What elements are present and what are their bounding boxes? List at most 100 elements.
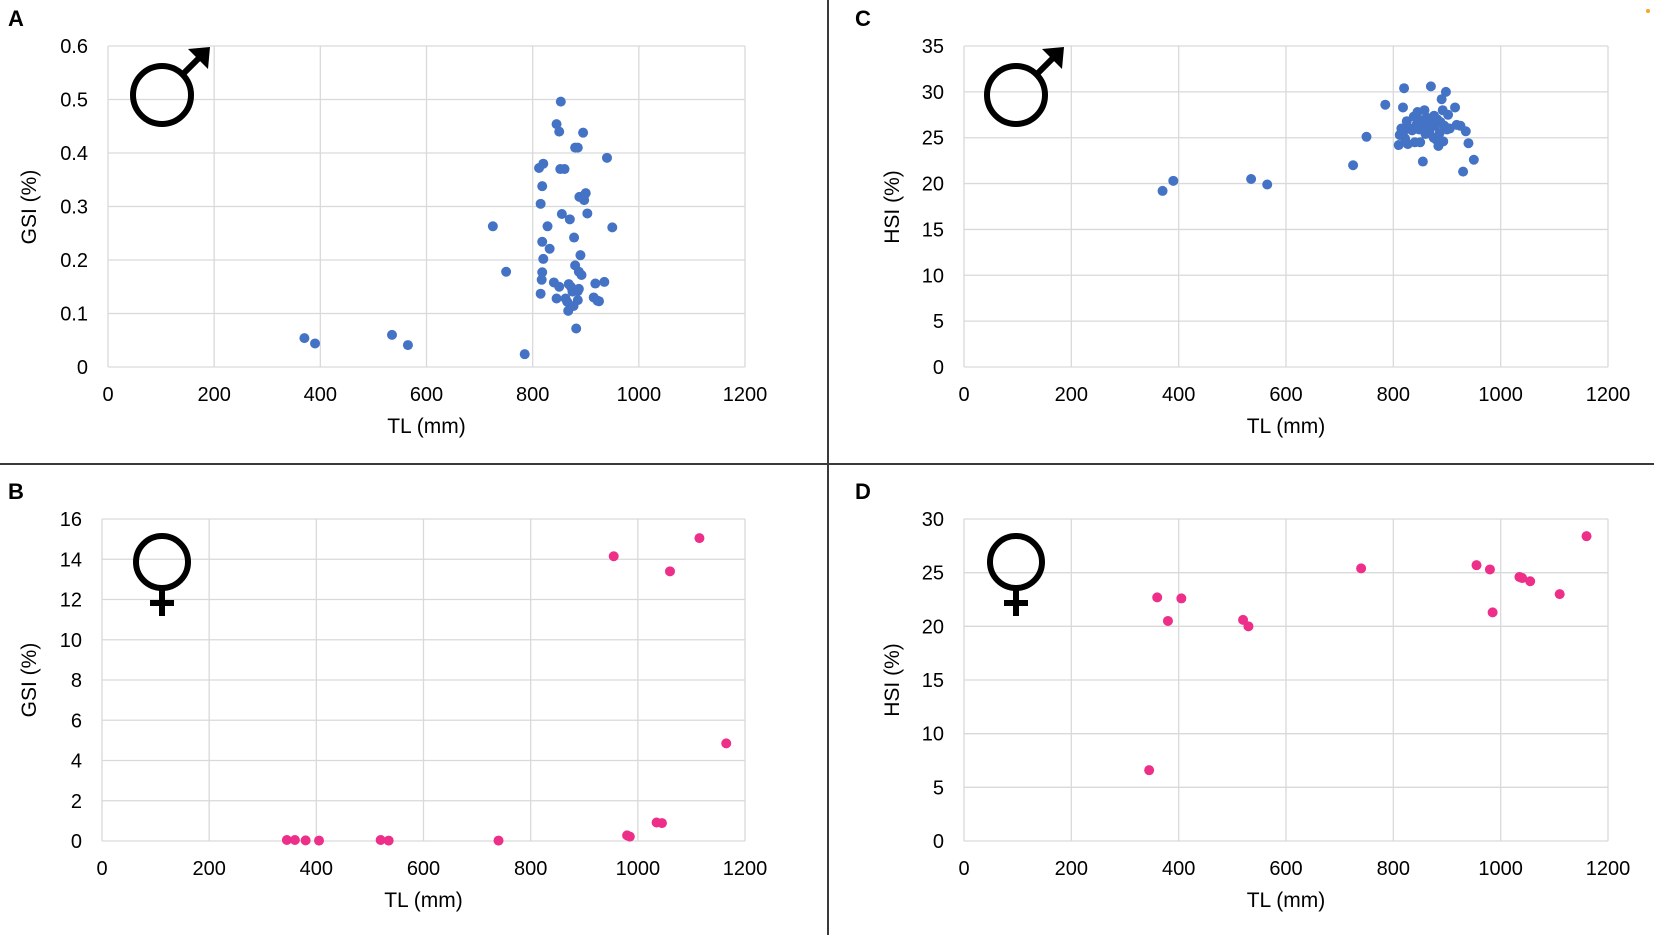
data-point [1487, 607, 1498, 618]
x-tick-label: 0 [958, 858, 969, 880]
x-axis-label: TL (mm) [1247, 415, 1326, 438]
data-point [572, 142, 583, 153]
x-tick-label: 200 [1055, 384, 1088, 406]
data-point [535, 198, 546, 209]
data-point [569, 232, 580, 243]
data-point [536, 274, 547, 285]
data-point [537, 236, 548, 247]
x-tick-label: 1200 [1586, 384, 1631, 406]
data-point [551, 293, 562, 304]
data-point [1152, 592, 1163, 603]
y-tick-label: 0 [933, 831, 944, 853]
data-point [1458, 166, 1469, 177]
data-point [1157, 185, 1168, 196]
data-point [493, 835, 504, 846]
data-point [564, 214, 575, 225]
data-point [594, 296, 605, 307]
x-tick-label: 1000 [617, 384, 662, 406]
male-symbol-icon [984, 47, 1064, 127]
x-axis-label: TL (mm) [384, 889, 463, 912]
x-tick-label: 800 [514, 858, 547, 880]
data-point [1460, 126, 1471, 137]
data-point [538, 158, 549, 169]
y-tick-label: 14 [60, 549, 82, 571]
panel-letter: D [855, 479, 871, 504]
data-point [537, 181, 548, 192]
data-point [314, 835, 325, 846]
data-point [578, 127, 589, 138]
data-point [1417, 156, 1428, 167]
y-tick-label: 16 [60, 509, 82, 531]
x-tick-label: 0 [102, 384, 113, 406]
x-tick-label: 200 [1055, 858, 1088, 880]
y-tick-label: 10 [922, 724, 944, 746]
data-point [281, 834, 292, 845]
y-tick-label: 5 [933, 777, 944, 799]
data-point [537, 267, 548, 278]
y-tick-label: 0.4 [60, 143, 88, 165]
panel-letter: B [8, 479, 24, 504]
data-point [538, 253, 549, 264]
data-point [1356, 563, 1367, 574]
data-point [1450, 102, 1461, 113]
x-tick-label: 1200 [723, 858, 768, 880]
male-symbol-icon [130, 47, 210, 127]
data-point [554, 126, 565, 137]
data-point [1468, 154, 1479, 165]
data-point [1243, 621, 1254, 632]
x-axis-label: TL (mm) [1247, 889, 1326, 912]
y-tick-label: 0.1 [60, 304, 88, 326]
data-point [310, 338, 321, 349]
data-point [1438, 136, 1449, 147]
y-tick-label: 15 [922, 219, 944, 241]
x-axis-label: TL (mm) [387, 415, 466, 438]
data-point [601, 152, 612, 163]
y-tick-label: 15 [922, 670, 944, 692]
y-tick-label: 25 [922, 128, 944, 150]
y-tick-label: 5 [933, 311, 944, 333]
data-point [1168, 175, 1179, 186]
y-axis-label: GSI (%) [18, 170, 41, 245]
data-point [556, 208, 567, 219]
data-point [1415, 137, 1426, 148]
x-tick-label: 1200 [1586, 858, 1631, 880]
data-point [1581, 531, 1592, 542]
y-tick-label: 0 [933, 357, 944, 379]
panel-c: C 0 200 400 600 800 1000 1200 0 5 10 15 20 25 30 35 TL (… [855, 6, 1630, 438]
data-point [1393, 140, 1404, 151]
data-point [1397, 102, 1408, 113]
data-point [1436, 94, 1447, 105]
y-tick-label: 35 [922, 36, 944, 58]
x-tick-label: 600 [1269, 858, 1302, 880]
data-point [590, 278, 601, 289]
data-point [1434, 128, 1445, 139]
y-tick-label: 6 [71, 710, 82, 732]
corner-orange-mark [1646, 9, 1650, 13]
data-point [664, 566, 675, 577]
x-tick-label: 800 [1377, 858, 1410, 880]
x-tick-label: 600 [407, 858, 440, 880]
y-tick-label: 12 [60, 590, 82, 612]
data-point [607, 222, 618, 233]
data-point [1348, 160, 1359, 171]
data-point [1554, 589, 1565, 600]
data-point [402, 340, 413, 351]
data-point [555, 96, 566, 107]
data-point [573, 283, 584, 294]
y-tick-label: 0.6 [60, 36, 88, 58]
data-point [386, 329, 397, 340]
data-point [1162, 615, 1173, 626]
y-tick-label: 10 [60, 630, 82, 652]
y-tick-label: 0.3 [60, 197, 88, 219]
data-point [501, 266, 512, 277]
x-tick-label: 1000 [1478, 384, 1523, 406]
y-tick-label: 0.5 [60, 90, 88, 112]
data-point [1361, 131, 1372, 142]
data-point [299, 333, 310, 344]
data-point [656, 818, 667, 829]
y-tick-label: 20 [922, 616, 944, 638]
y-tick-label: 30 [922, 82, 944, 104]
x-tick-label: 0 [958, 384, 969, 406]
data-point [559, 164, 570, 175]
data-point [1525, 576, 1536, 587]
